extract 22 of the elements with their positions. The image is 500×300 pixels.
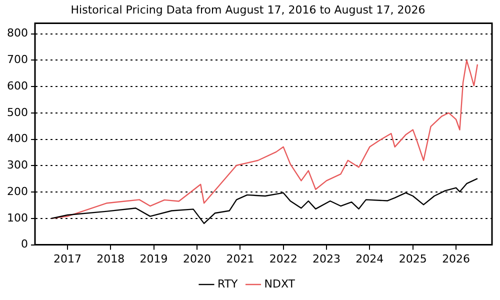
chart-title: Historical Pricing Data from August 17, 2016 to August 17, 2026: [70, 3, 426, 16]
legend-label: NDXT: [264, 277, 296, 290]
x-tick-label: 2026: [442, 252, 470, 266]
y-tick-label: 200: [6, 184, 28, 198]
y-tick-label: 600: [6, 79, 28, 92]
y-tick-label: 400: [6, 132, 28, 146]
x-tick-label: 2022: [269, 252, 298, 266]
y-tick-label: 0: [20, 238, 28, 251]
y-tick-label: 100: [6, 211, 28, 224]
x-tick-label: 2021: [226, 252, 254, 266]
legend-label: RTY: [217, 277, 238, 290]
x-tick-label: 2017: [54, 252, 82, 266]
y-tick-label: 800: [6, 26, 28, 40]
y-tick-label: 700: [6, 52, 28, 66]
x-tick-label: 2024: [356, 252, 384, 266]
x-tick-label: 2025: [398, 252, 427, 266]
x-tick-label: 2019: [140, 252, 168, 266]
x-tick-label: 2023: [312, 252, 341, 266]
y-tick-label: 300: [6, 158, 28, 172]
y-tick-label: 500: [6, 106, 28, 119]
x-tick-label: 2018: [96, 252, 125, 266]
x-tick-label: 2020: [182, 252, 211, 266]
